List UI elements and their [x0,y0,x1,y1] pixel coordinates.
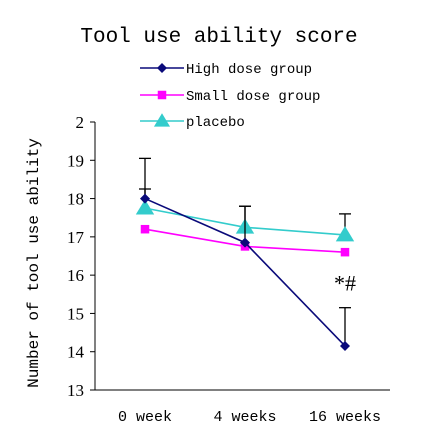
legend-marker [153,113,171,127]
data-point [135,199,155,215]
legend-marker [157,90,167,100]
y-axis-label: Number of tool use ability [25,138,43,388]
y-axis-ticks: 13 14 15 16 17 18 19 2 [67,113,95,400]
series-0 [139,157,351,351]
y-tick-label: 2 [76,113,85,132]
legend-marker [157,63,167,73]
legend-label: Small dose group [186,89,320,105]
x-axis-ticks: 0 week 4 weeks 16 weeks [118,409,381,426]
significance-annotation: *# [334,270,356,295]
data-point [140,193,150,204]
y-tick-label: 19 [67,151,84,170]
legend: High dose group Small dose group placebo [140,62,320,131]
data-point [335,226,355,242]
data-point [340,340,350,351]
x-tick-label: 16 weeks [309,409,381,426]
data-point [140,224,150,234]
x-tick-label: 0 week [118,409,172,426]
y-tick-label: 17 [67,228,85,247]
y-tick-label: 14 [67,343,85,362]
data-point [340,247,350,257]
legend-label: placebo [186,115,245,131]
y-tick-label: 13 [67,381,84,400]
chart-title: Tool use ability score [80,26,357,49]
x-tick-label: 4 weeks [213,409,276,426]
annotation-layer: *# [334,270,356,295]
y-tick-label: 15 [67,304,84,323]
data-point [240,237,250,248]
legend-label: High dose group [186,62,312,78]
y-tick-label: 18 [67,190,84,209]
y-tick-label: 16 [67,266,84,285]
series-layer [135,157,355,351]
